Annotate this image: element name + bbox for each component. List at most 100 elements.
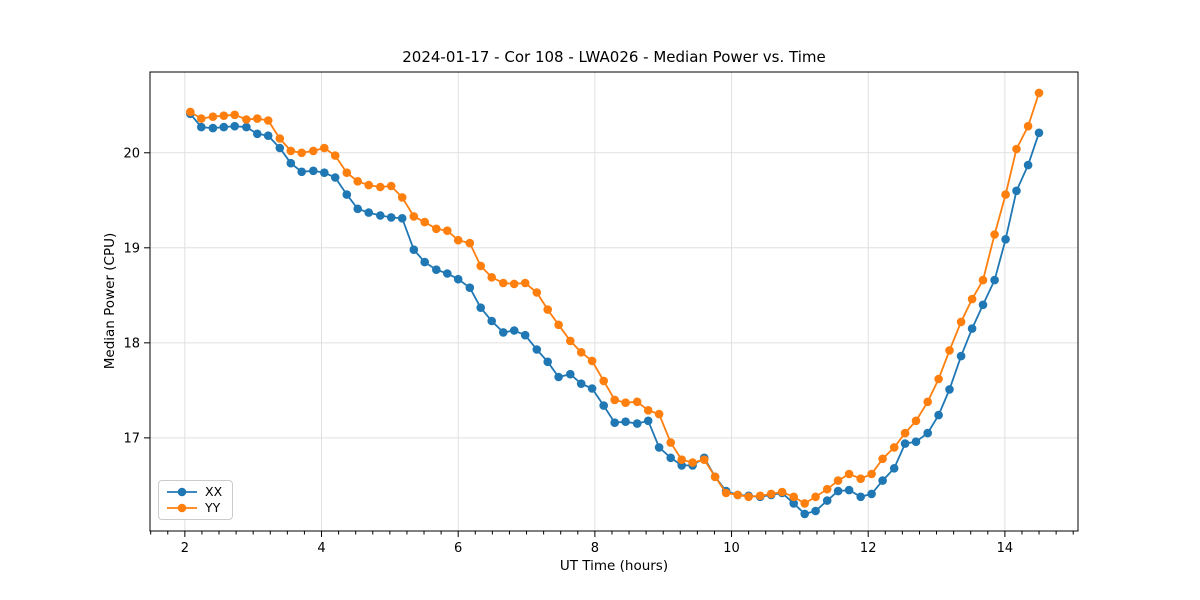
data-point-yy [1023,121,1033,131]
data-point-yy [309,146,318,156]
data-point-yy [453,235,463,245]
data-point-yy [699,455,709,465]
data-point-xx [208,123,218,133]
data-point-yy [811,492,820,502]
data-point-xx [230,121,239,131]
data-point-yy [654,409,664,419]
data-point-yy [990,230,999,239]
data-point-xx [621,417,630,427]
data-point-yy [364,180,374,190]
y-tick-label: 17 [123,431,140,446]
data-point-xx [409,245,419,254]
data-point-xx [532,345,542,354]
data-point-yy [476,261,486,271]
legend: XX YY [158,480,234,520]
data-point-xx [844,485,854,495]
series-line-xx [189,113,1040,515]
x-tick-label: 2 [181,541,189,556]
x-tick-label: 6 [454,541,462,556]
data-point-xx [576,379,586,389]
data-point-yy [956,317,966,327]
data-point-yy [532,288,542,297]
data-point-xx [197,122,206,132]
data-point-yy [800,499,809,508]
data-point-xx [286,158,296,168]
data-point-xx [789,499,798,508]
data-point-yy [967,294,977,304]
data-point-yy [566,336,575,346]
data-point-yy [766,489,776,499]
data-point-xx [476,303,486,313]
data-point-xx [878,476,887,485]
data-point-yy [487,273,497,282]
y-tick-label: 20 [123,146,140,161]
data-point-xx [453,274,463,284]
data-point-xx [432,265,441,275]
data-point-xx [275,143,285,153]
data-point-yy [755,491,765,501]
data-point-xx [967,324,977,333]
data-point-yy [242,115,251,124]
data-point-yy [443,226,452,235]
data-point-yy [219,111,229,120]
x-tick-label: 4 [317,541,325,556]
data-point-xx [632,419,642,428]
data-point-xx [543,357,552,367]
data-point-yy [677,455,686,465]
data-point-xx [364,208,374,217]
data-point-yy [777,487,787,497]
data-point-xx [386,213,396,222]
data-point-yy [911,416,921,426]
data-point-xx [242,122,251,132]
data-point-xx [397,214,407,223]
data-point-xx [297,167,307,177]
data-point-yy [889,443,899,452]
data-point-yy [978,275,988,285]
data-point-xx [945,385,954,394]
data-point-xx [990,275,999,285]
plot-border [149,71,1079,532]
data-point-xx [320,168,329,177]
data-point-yy [543,305,552,314]
y-axis-label: Median Power (CPU) [102,232,118,370]
data-point-yy [900,428,910,438]
data-point-yy [554,320,563,330]
data-point-yy [733,490,742,500]
data-point-yy [710,472,720,482]
data-point-yy [856,474,865,484]
data-point-xx [889,464,899,473]
data-point-xx [520,330,530,340]
data-point-xx [487,316,497,326]
data-point-yy [1001,190,1010,199]
data-point-xx [811,506,820,516]
data-point-yy [186,107,195,117]
data-point-yy [934,374,943,384]
data-point-yy [688,458,697,467]
data-point-xx [923,428,932,438]
data-point-yy [397,193,407,202]
data-point-yy [576,348,586,357]
data-point-yy [208,112,218,121]
data-point-yy [1012,144,1021,154]
legend-label: XX [205,484,223,499]
data-point-xx [900,439,910,448]
data-point-xx [1023,160,1033,170]
data-point-yy [878,454,887,464]
legend-item-yy: YY [166,500,222,515]
data-point-xx [856,492,865,502]
data-point-yy [286,146,296,156]
data-point-xx [353,204,363,214]
data-point-yy [432,224,441,234]
data-point-yy [1034,88,1044,98]
data-point-yy [330,151,340,160]
data-point-xx [309,166,318,176]
data-point-xx [263,131,273,140]
legend-label: YY [205,500,221,515]
data-point-yy [867,469,876,479]
data-point-yy [409,212,419,221]
y-tick-label: 19 [123,241,140,256]
data-point-xx [610,418,619,428]
data-point-yy [275,134,285,143]
data-point-yy [353,177,363,186]
